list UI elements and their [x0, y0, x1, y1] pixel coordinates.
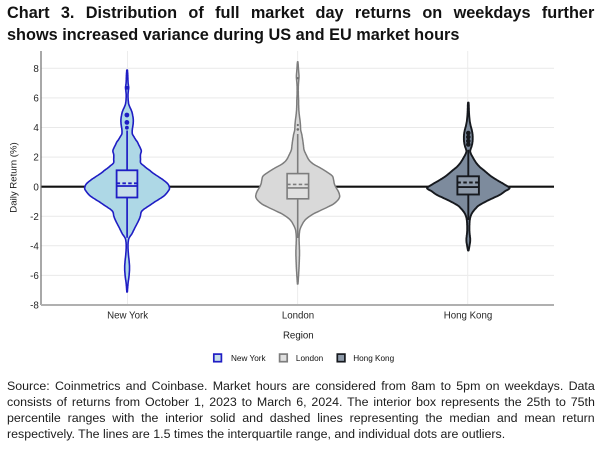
svg-text:London: London: [282, 311, 314, 322]
svg-text:New York: New York: [107, 311, 148, 322]
svg-text:8: 8: [33, 64, 39, 75]
svg-text:London: London: [296, 354, 324, 363]
svg-text:Hong Kong: Hong Kong: [353, 354, 394, 363]
svg-text:-8: -8: [30, 301, 39, 312]
svg-text:Hong Kong: Hong Kong: [444, 311, 492, 322]
svg-text:2: 2: [33, 153, 38, 164]
svg-text:4: 4: [33, 123, 39, 134]
svg-text:Daily Return (%): Daily Return (%): [9, 142, 20, 212]
svg-text:New York: New York: [231, 354, 266, 363]
svg-text:6: 6: [33, 94, 39, 105]
svg-text:-6: -6: [30, 271, 39, 282]
svg-text:-2: -2: [30, 212, 39, 223]
svg-text:-4: -4: [30, 241, 39, 252]
svg-text:0: 0: [33, 182, 39, 193]
svg-text:Region: Region: [283, 330, 314, 341]
